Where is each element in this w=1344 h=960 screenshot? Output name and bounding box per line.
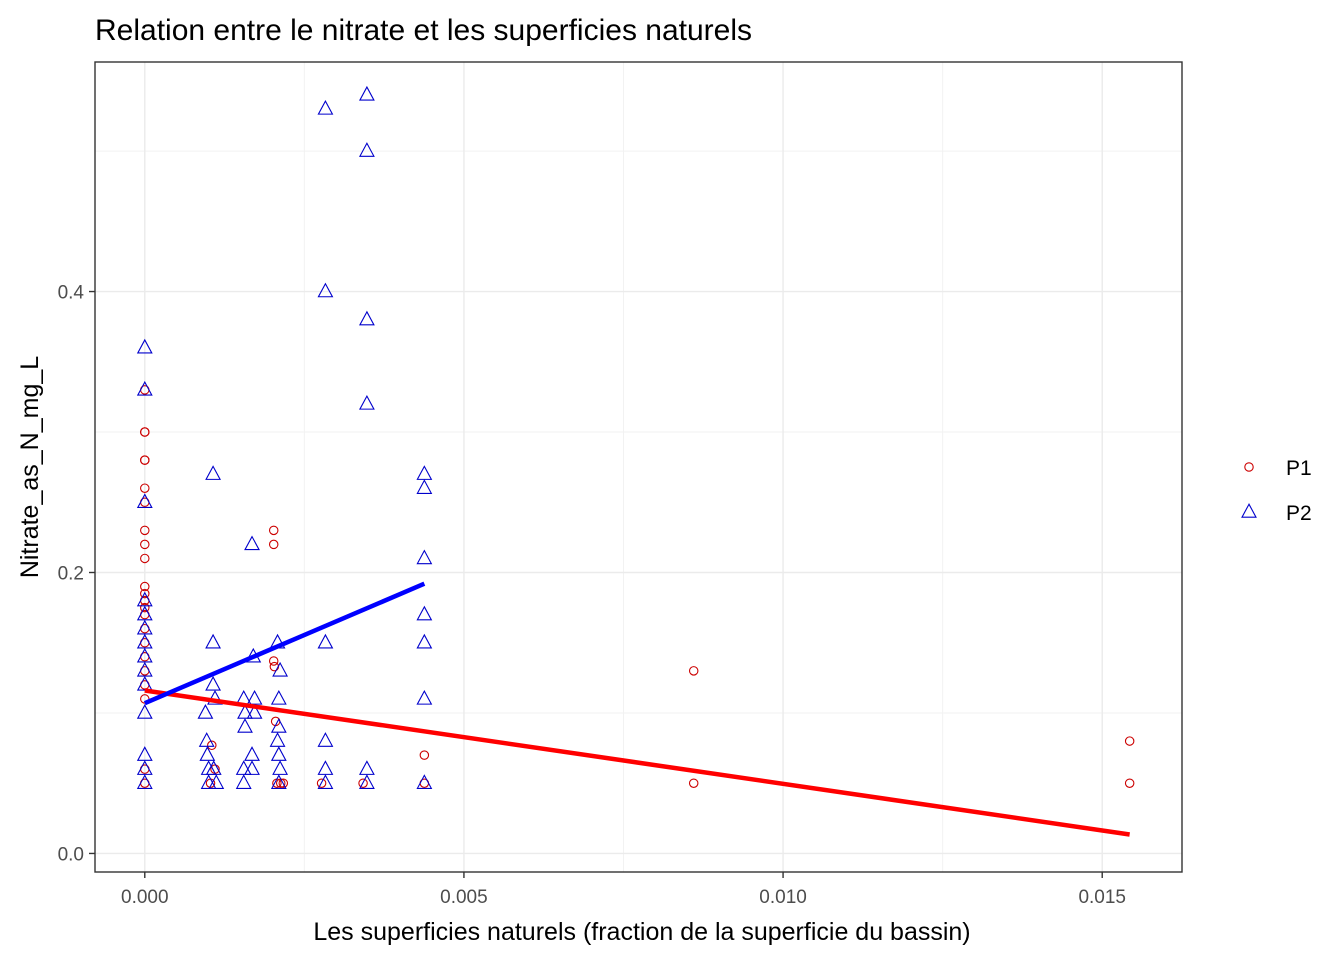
data-point-P2	[246, 704, 263, 719]
data-point-P1	[688, 666, 699, 676]
data-point-P2	[269, 732, 286, 747]
data-point-P1	[207, 740, 217, 751]
data-point-P2	[317, 633, 334, 649]
data-point-P2	[358, 760, 375, 775]
data-point-P1	[140, 483, 150, 493]
data-point-P2	[416, 633, 433, 649]
data-point-P2	[317, 760, 334, 775]
data-point-P2	[244, 760, 260, 775]
data-point-P1	[140, 455, 150, 465]
x-tick-label: 0.000	[121, 887, 169, 908]
data-point-P2	[317, 732, 334, 747]
legend-label-P2: P2	[1286, 502, 1312, 525]
legend-label-P1: P1	[1286, 457, 1312, 480]
data-point-P2	[237, 718, 253, 733]
data-point-P2	[416, 774, 433, 789]
data-point-P2	[205, 465, 222, 480]
data-point-P2	[199, 746, 216, 761]
data-point-P2	[198, 732, 215, 747]
data-point-P1	[1124, 778, 1135, 788]
data-point-P2	[317, 282, 334, 298]
panel-border	[94, 61, 1183, 873]
data-point-P2	[235, 774, 252, 789]
data-point-P2	[136, 380, 153, 396]
data-point-P2	[205, 633, 222, 649]
data-point-P2	[197, 704, 214, 719]
data-point-P2	[272, 661, 289, 677]
data-point-P2	[416, 689, 433, 705]
data-point-P2	[358, 310, 375, 326]
legend-key-P2	[1241, 503, 1257, 518]
x-axis-title: Les superficies naturels (fraction de la…	[313, 918, 970, 946]
y-tick-label: 0.4	[58, 283, 85, 304]
data-point-P1	[1124, 736, 1135, 746]
data-point-P2	[358, 394, 375, 410]
data-point-P2	[270, 689, 287, 705]
data-point-P2	[205, 760, 222, 775]
data-point-P1	[688, 778, 699, 788]
data-point-P2	[272, 760, 289, 775]
data-point-P1	[268, 539, 279, 550]
data-point-P1	[140, 525, 150, 536]
chart-title: Relation entre le nitrate et les superfi…	[95, 14, 752, 47]
fit-line-P2	[143, 581, 426, 706]
data-point-P1	[268, 525, 279, 536]
data-point-P1	[140, 539, 150, 550]
y-tick-label: 0.2	[58, 563, 84, 584]
data-point-P2	[317, 774, 334, 789]
data-point-P2	[136, 704, 153, 719]
data-point-P2	[136, 338, 153, 354]
data-point-P2	[416, 549, 433, 565]
data-point-P2	[205, 675, 222, 691]
y-tick-label: 0.0	[58, 844, 84, 865]
data-point-P1	[140, 581, 150, 592]
data-point-P2	[358, 142, 375, 157]
data-point-P2	[358, 774, 375, 789]
data-point-P2	[270, 746, 287, 761]
plot-panel	[94, 61, 1183, 873]
series-P2	[136, 85, 433, 789]
data-point-P2	[200, 760, 217, 775]
data-point-P2	[244, 535, 260, 551]
data-point-P2	[416, 605, 433, 621]
data-point-P2	[317, 99, 334, 115]
x-tick-label: 0.005	[440, 887, 488, 908]
legend-key-P1	[1244, 462, 1254, 472]
data-point-P2	[208, 774, 225, 789]
y-axis-title: Nitrate_as_N_mg_L	[16, 356, 44, 578]
data-point-P2	[244, 746, 260, 761]
data-point-P2	[358, 85, 375, 101]
data-point-P2	[136, 675, 153, 691]
data-point-P1	[278, 778, 289, 788]
series-P1	[140, 385, 1135, 788]
data-point-P1	[140, 553, 150, 564]
data-point-P2	[270, 774, 287, 789]
data-point-P1	[269, 661, 280, 672]
legend: P1 P2	[1241, 457, 1312, 525]
x-tick-label: 0.010	[759, 887, 807, 908]
data-point-P1	[316, 778, 327, 788]
data-point-P1	[419, 750, 430, 760]
data-point-P1	[268, 656, 279, 666]
data-point-P2	[416, 465, 433, 480]
data-point-P2	[136, 774, 153, 789]
data-point-P1	[358, 778, 368, 788]
data-point-P1	[140, 602, 150, 613]
data-point-P2	[207, 689, 223, 705]
data-point-P2	[136, 493, 153, 509]
data-point-P1	[140, 588, 150, 599]
x-tick-label: 0.015	[1078, 887, 1126, 908]
data-point-P2	[270, 718, 287, 733]
data-point-P2	[416, 479, 433, 494]
data-point-P2	[200, 774, 217, 789]
fit-line-P1	[144, 688, 1130, 837]
data-point-P1	[140, 427, 150, 437]
